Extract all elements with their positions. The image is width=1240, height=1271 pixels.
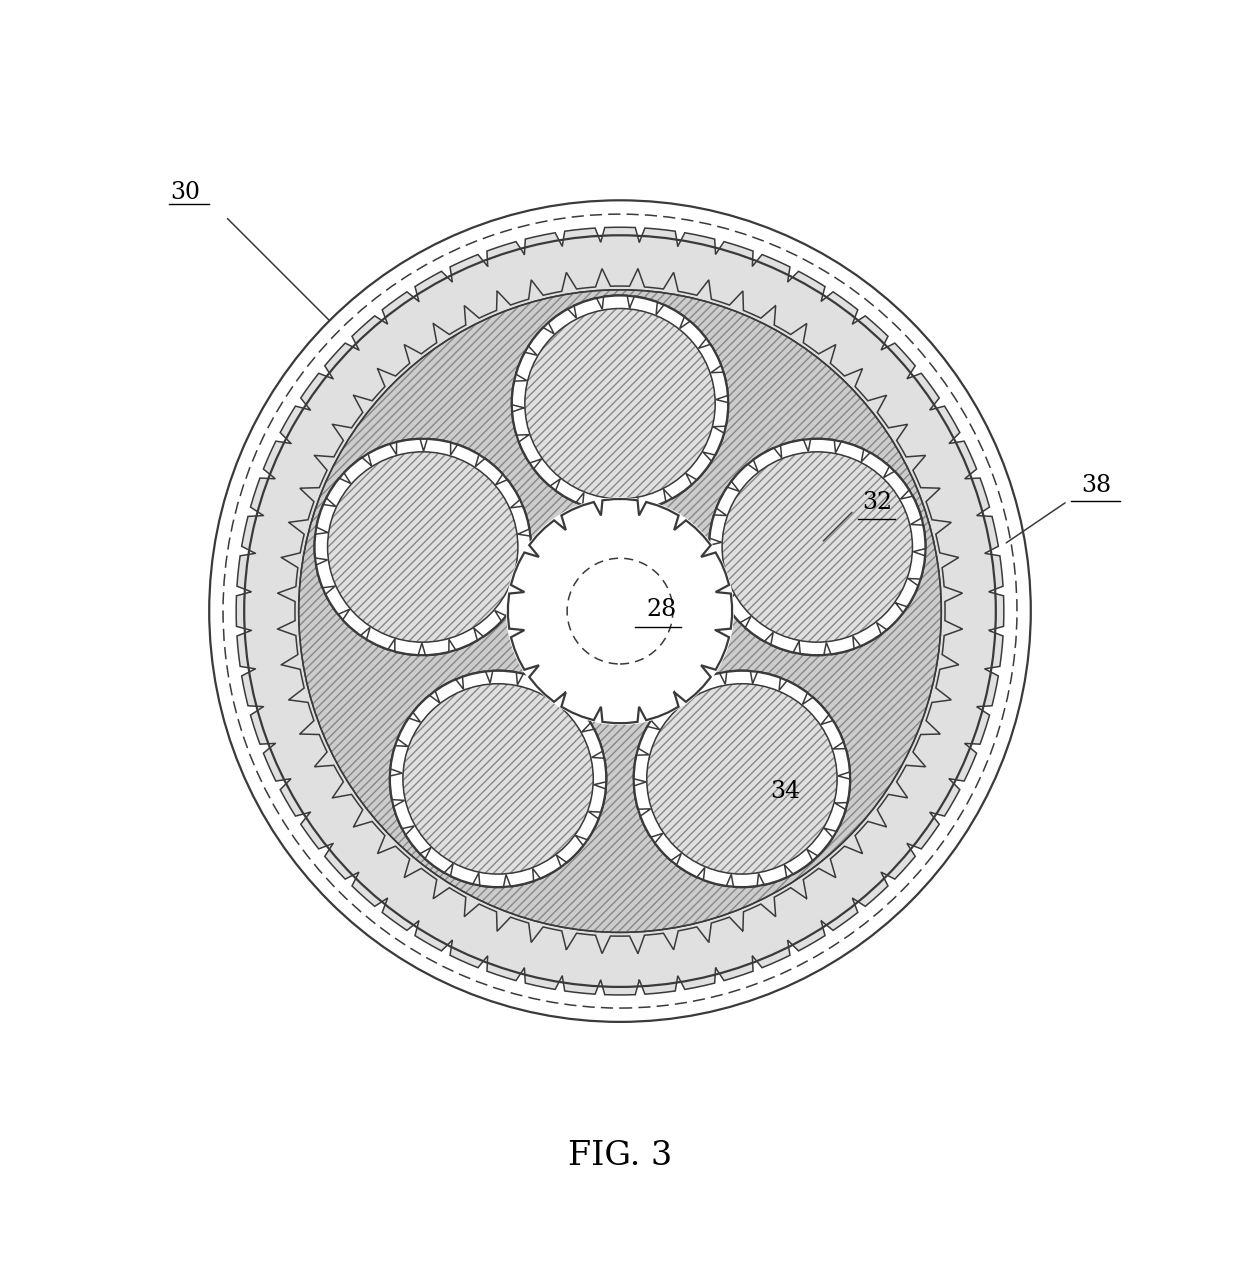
Text: 32: 32 xyxy=(862,491,892,513)
Circle shape xyxy=(525,309,715,498)
Circle shape xyxy=(647,684,837,874)
Circle shape xyxy=(634,671,851,887)
Circle shape xyxy=(315,438,531,655)
Circle shape xyxy=(709,438,925,655)
Text: 34: 34 xyxy=(770,779,801,802)
Polygon shape xyxy=(236,228,1004,995)
Circle shape xyxy=(389,671,606,887)
Circle shape xyxy=(722,451,913,642)
Circle shape xyxy=(512,295,728,512)
Circle shape xyxy=(389,671,606,887)
Circle shape xyxy=(709,438,925,655)
Wedge shape xyxy=(246,236,994,985)
Circle shape xyxy=(506,497,734,724)
Circle shape xyxy=(327,451,518,642)
Wedge shape xyxy=(299,290,941,933)
Circle shape xyxy=(506,497,734,724)
Circle shape xyxy=(315,438,531,655)
Circle shape xyxy=(512,295,728,512)
Circle shape xyxy=(403,684,593,874)
Polygon shape xyxy=(508,500,732,723)
Text: 28: 28 xyxy=(646,597,676,622)
Circle shape xyxy=(634,671,851,887)
Text: FIG. 3: FIG. 3 xyxy=(568,1140,672,1172)
Text: 30: 30 xyxy=(170,180,200,203)
Text: 38: 38 xyxy=(1081,474,1111,497)
